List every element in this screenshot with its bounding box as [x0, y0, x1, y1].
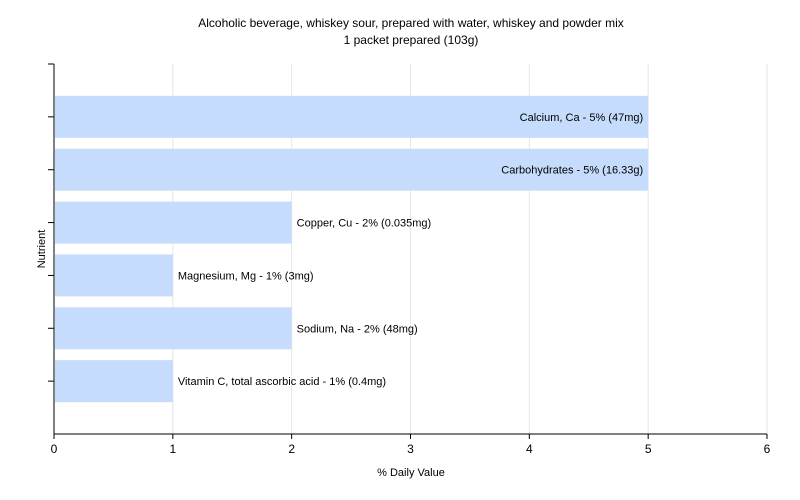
bar-label: Calcium, Ca - 5% (47mg)	[520, 112, 643, 124]
x-tick-label: 0	[51, 442, 58, 456]
axes: 0 1 2 3 4 5 6	[48, 63, 771, 456]
bar	[55, 360, 173, 403]
bar-label: Copper, Cu - 2% (0.035mg)	[297, 218, 432, 230]
bar	[55, 254, 173, 297]
bar	[55, 148, 649, 191]
bar	[55, 95, 649, 138]
x-tick-label: 6	[764, 442, 771, 456]
x-tick-label: 4	[526, 442, 533, 456]
bar	[55, 307, 292, 350]
chart-subtitle: 1 packet prepared (103g)	[344, 33, 479, 47]
bar-label: Sodium, Na - 2% (48mg)	[297, 323, 418, 335]
bar	[55, 201, 292, 244]
bar-label: Vitamin C, total ascorbic acid - 1% (0.4…	[178, 376, 386, 388]
y-axis-label: Nutrient	[36, 230, 48, 269]
x-tick-label: 1	[169, 442, 176, 456]
bar-label: Carbohydrates - 5% (16.33g)	[501, 165, 643, 177]
bars	[55, 95, 649, 403]
chart-title: Alcoholic beverage, whiskey sour, prepar…	[198, 16, 624, 30]
bar-labels: Calcium, Ca - 5% (47mg) Carbohydrates - 5…	[178, 112, 643, 388]
x-tick-label: 2	[288, 442, 295, 456]
x-tick-label: 5	[645, 442, 652, 456]
x-axis-label: % Daily Value	[377, 467, 445, 479]
bar-label: Magnesium, Mg - 1% (3mg)	[178, 270, 314, 282]
x-tick-label: 3	[407, 442, 414, 456]
